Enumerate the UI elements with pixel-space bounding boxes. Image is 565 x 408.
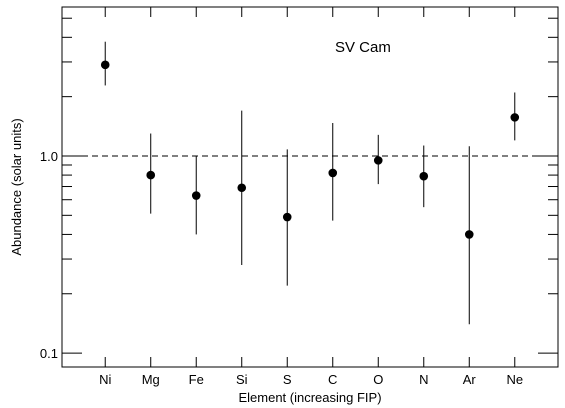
x-tick-labels: Ni Mg Fe Si S C O N Ar Ne [99,372,523,387]
x-tick-label: Ni [99,372,111,387]
x-tick-label: Fe [189,372,204,387]
y-tick-label: 0.1 [40,346,58,361]
chart-annotation: SV Cam [335,39,391,56]
x-tick-label: Si [236,372,248,387]
axis-ticks [62,7,558,367]
x-tick-label: N [419,372,428,387]
plot-frame [61,6,559,368]
x-tick-label: S [283,372,292,387]
x-tick-label: O [373,372,383,387]
data-point [464,230,474,239]
data-point [373,156,383,165]
x-tick-label: Ar [463,372,477,387]
x-tick-label: Mg [142,372,160,387]
x-tick-label: Ne [506,372,523,387]
data-point [191,191,201,200]
data-point [282,212,292,222]
data-point [510,113,520,122]
data-point [419,171,429,181]
y-axis-label: Abundance (solar units) [9,118,24,255]
y-tick-labels: 0.1 1.0 [40,149,58,361]
error-bars [104,41,516,325]
data-point [328,168,338,178]
data-points [100,60,520,239]
data-point [100,60,110,70]
x-tick-label: C [328,372,337,387]
y-tick-label: 1.0 [40,149,58,164]
data-point [237,183,247,193]
x-axis-label: Element (increasing FIP) [238,390,381,405]
data-point [146,170,156,180]
